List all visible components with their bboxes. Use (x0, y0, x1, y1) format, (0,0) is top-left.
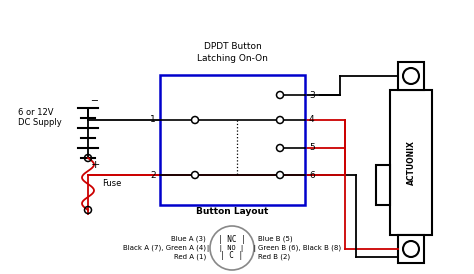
Circle shape (403, 68, 419, 84)
Bar (390, 90, 432, 235)
Text: | NC |: | NC | (218, 235, 246, 244)
Bar (160, 75, 305, 205)
Text: |  | NO |  |: | | NO | | (207, 244, 257, 252)
Circle shape (210, 226, 254, 270)
Text: Blue B (5): Blue B (5) (258, 236, 292, 242)
Text: Green B (6), Black B (8): Green B (6), Black B (8) (258, 245, 341, 251)
Circle shape (276, 92, 283, 98)
Text: Fuse: Fuse (102, 179, 121, 189)
Text: 1: 1 (150, 116, 156, 124)
Circle shape (276, 116, 283, 124)
Bar (398, 235, 424, 263)
Text: 2: 2 (150, 170, 156, 179)
Text: Button Layout: Button Layout (196, 207, 268, 216)
Text: Blue A (3): Blue A (3) (171, 236, 206, 242)
Bar (376, 165, 390, 205)
Text: 6 or 12V
DC Supply: 6 or 12V DC Supply (18, 108, 62, 127)
Circle shape (191, 172, 199, 178)
Text: Red B (2): Red B (2) (258, 254, 290, 260)
Text: 3: 3 (309, 90, 315, 99)
Text: | C |: | C | (220, 252, 244, 261)
Text: Black A (7), Green A (4): Black A (7), Green A (4) (123, 245, 206, 251)
Text: 6: 6 (309, 170, 315, 179)
Bar (398, 62, 424, 90)
Text: 4: 4 (309, 116, 315, 124)
Circle shape (191, 116, 199, 124)
Text: +: + (91, 160, 100, 170)
Text: ─: ─ (91, 96, 97, 106)
Circle shape (276, 172, 283, 178)
Circle shape (403, 241, 419, 257)
Text: ACTUONIX: ACTUONIX (407, 140, 416, 185)
Text: DPDT Button
Latching On-On: DPDT Button Latching On-On (197, 42, 268, 63)
Text: Red A (1): Red A (1) (174, 254, 206, 260)
Text: 5: 5 (309, 144, 315, 153)
Circle shape (276, 144, 283, 152)
